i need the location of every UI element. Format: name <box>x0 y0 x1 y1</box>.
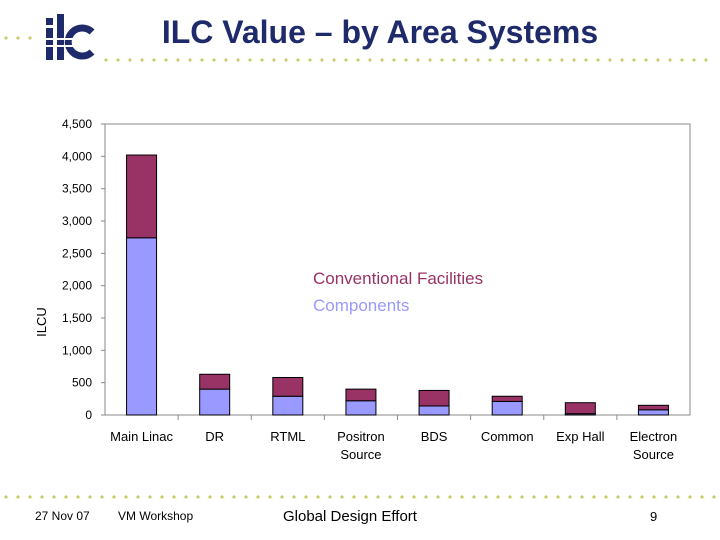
y-tick-label: 4,000 <box>62 149 92 163</box>
chart-labels: Main Linac DR RTML Positron Source BDS Common E… <box>110 429 677 462</box>
bar-segment <box>637 409 669 416</box>
y-tick-label: 0 <box>85 408 92 422</box>
x-tick-label: DR <box>205 429 224 444</box>
y-tick-label: 1,500 <box>62 311 92 325</box>
y-tick-label: 2,000 <box>62 279 92 293</box>
footer-event: VM Workshop <box>118 509 194 523</box>
bar-segment <box>491 400 523 416</box>
bottom-dot-line <box>0 495 720 499</box>
y-tick-label: 3,500 <box>62 182 92 196</box>
footer-organization: Global Design Effort <box>283 508 417 525</box>
bar-segment <box>199 373 231 390</box>
x-tick-label: Electron Source <box>630 429 678 462</box>
top-dot-line-left <box>0 36 40 40</box>
footer-date: 27 Nov 07 <box>35 509 90 523</box>
y-axis-label: ILCU <box>34 307 49 337</box>
bar-segment <box>491 395 523 402</box>
legend-entry: Conventional Facilities <box>313 269 483 288</box>
legend-entry: Components <box>313 296 409 315</box>
bar-segment <box>272 395 304 416</box>
y-tick-label: 1,000 <box>62 343 92 357</box>
x-tick-label: Common <box>481 429 534 444</box>
ilc-logo <box>44 14 95 60</box>
x-tick-label: Exp Hall <box>556 429 605 444</box>
bar-segment <box>345 400 377 416</box>
bar-segment <box>126 154 158 239</box>
y-tick-label: 4,500 <box>62 117 92 131</box>
x-tick-label: Main Linac <box>110 429 173 444</box>
bar-segment <box>345 388 377 402</box>
page-number: 9 <box>650 509 658 524</box>
bar-segment <box>564 402 596 415</box>
y-tick-label: 3,000 <box>62 214 92 228</box>
chart-bars <box>126 154 669 416</box>
bar-segment <box>272 376 304 397</box>
stacked-bar-chart: 0 500 1,000 1,500 2,000 2,500 3,000 3,500 4,000 4… <box>34 117 691 462</box>
y-tick-label: 500 <box>72 376 92 390</box>
chart-legend: Conventional Facilities Components <box>313 269 483 315</box>
bar-segment <box>418 389 450 407</box>
x-tick-label: BDS <box>421 429 448 444</box>
slide-title: ILC Value – by Area Systems <box>161 14 599 50</box>
y-tick-label: 2,500 <box>62 246 92 260</box>
top-dot-line <box>100 58 715 62</box>
x-tick-label: RTML <box>270 429 305 444</box>
bar-segment <box>199 388 231 416</box>
bar-segment <box>418 405 450 416</box>
chart-axes: 0 500 1,000 1,500 2,000 2,500 3,000 3,500 4,000 4… <box>34 117 691 422</box>
bar-segment <box>637 404 669 411</box>
x-tick-label: Positron Source <box>337 429 385 462</box>
bar-segment <box>126 237 158 416</box>
